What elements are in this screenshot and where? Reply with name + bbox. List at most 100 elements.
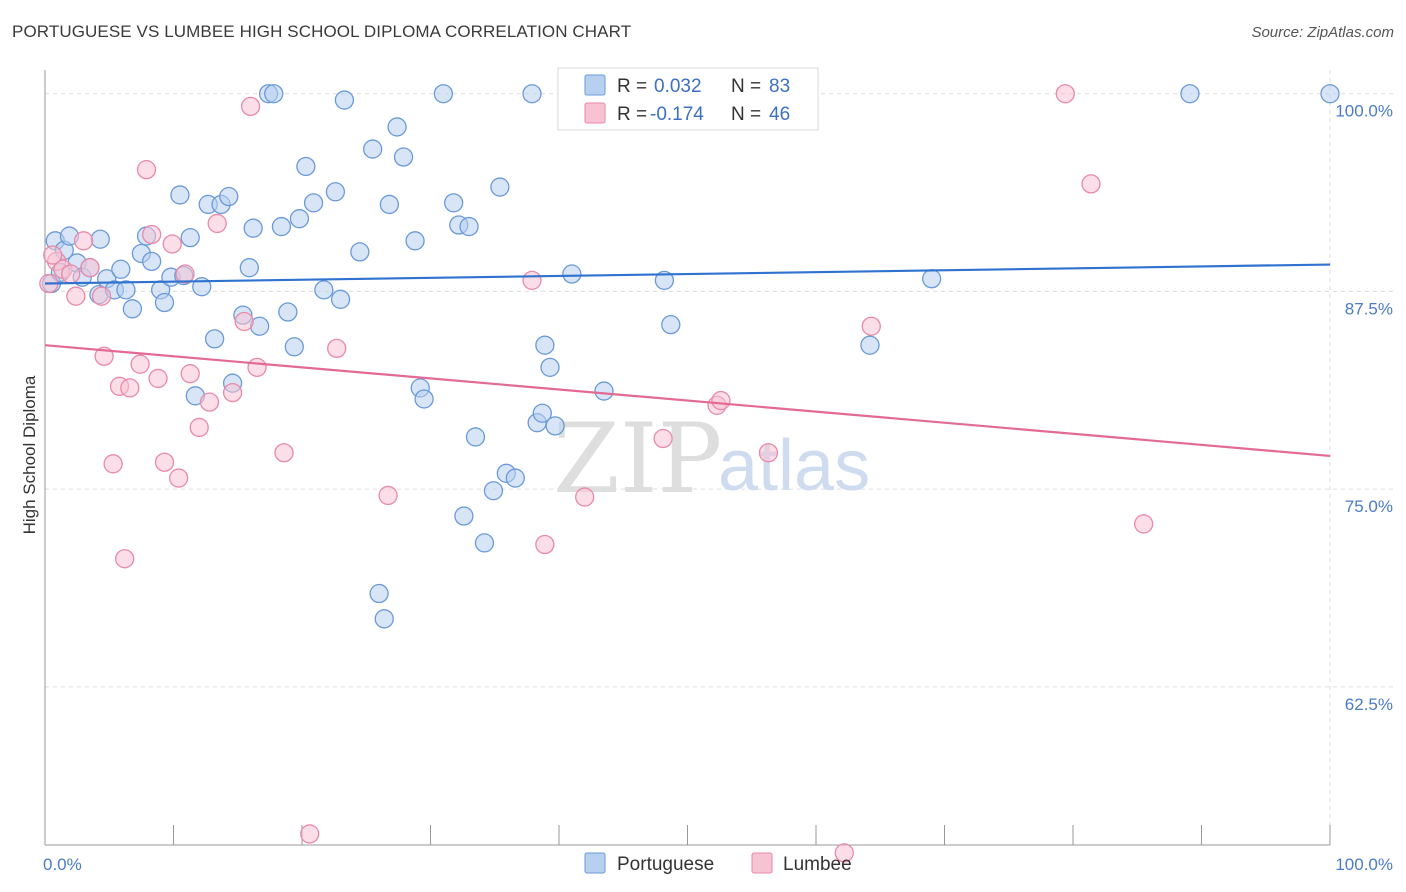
legend-n-label-portuguese: N =	[731, 76, 761, 97]
lumbee-point-18	[162, 234, 182, 254]
lumbee-point-5	[73, 231, 94, 251]
y-tick-label-3: 62.5%	[1345, 695, 1393, 714]
lumbee-point-38	[711, 390, 731, 411]
portuguese-point-69	[535, 335, 555, 355]
portuguese-point-63	[490, 177, 510, 197]
x-tick-label-1: 100.0%	[1335, 855, 1393, 874]
y-axis-label: High School Diploma	[20, 375, 39, 534]
lumbee-point-36	[653, 428, 673, 449]
portuguese-point-41	[314, 280, 334, 300]
lumbee-point-24	[207, 213, 227, 234]
lumbee-point-13	[130, 354, 150, 374]
lumbee-point-34	[535, 534, 555, 555]
lumbee-point-35	[575, 487, 595, 507]
lumbee-point-7	[91, 286, 112, 306]
portuguese-point-15	[142, 251, 162, 272]
portuguese-point-38	[289, 209, 310, 229]
portuguese-point-77	[860, 335, 880, 355]
portuguese-point-78	[922, 269, 942, 289]
legend-r-value-portuguese: 0.032	[654, 76, 702, 97]
lumbee-point-32	[378, 485, 398, 506]
portuguese-point-31	[243, 218, 263, 238]
lumbee-point-23	[199, 392, 220, 412]
portuguese-point-45	[350, 242, 370, 262]
lumbee-point-33	[522, 270, 542, 291]
x-tick-label-0: 0.0%	[43, 855, 82, 874]
portuguese-point-76	[661, 314, 681, 335]
lumbee-point-22	[189, 417, 209, 438]
lumbee-point-45	[43, 245, 63, 265]
portuguese-point-19	[170, 185, 190, 205]
portuguese-point-79	[1180, 84, 1200, 104]
bottom-legend-label-lumbee: Lumbee	[783, 854, 852, 875]
lumbee-point-12	[120, 378, 140, 398]
lumbee-point-21	[180, 364, 200, 384]
legend-r-label-lumbee: R =	[617, 104, 647, 125]
portuguese-point-75	[654, 270, 675, 291]
portuguese-point-47	[369, 583, 389, 604]
trend-lines	[44, 263, 1331, 458]
legend-r-value-lumbee: -0.174	[650, 104, 704, 125]
lumbee-point-44	[1134, 514, 1154, 534]
y-tick-label-2: 75.0%	[1345, 497, 1393, 516]
lumbee-point-4	[66, 286, 86, 306]
lumbee-point-6	[80, 258, 100, 278]
portuguese-point-70	[540, 357, 560, 377]
series-legend: Portuguese Lumbee	[584, 852, 852, 875]
lumbee-point-11	[115, 549, 135, 569]
series-portuguese	[41, 84, 1340, 629]
portuguese-point-58	[454, 506, 474, 526]
legend-swatch-portuguese	[584, 74, 606, 96]
portuguese-point-42	[325, 182, 346, 202]
lumbee-point-43	[1081, 174, 1101, 194]
portuguese-point-44	[334, 90, 355, 110]
portuguese-point-61	[474, 533, 495, 553]
legend-n-label-lumbee: N =	[731, 104, 761, 125]
portuguese-point-59	[459, 216, 479, 237]
lumbee-trend-line	[44, 344, 1331, 458]
portuguese-point-46	[363, 139, 383, 159]
bottom-legend-swatch-lumbee	[751, 852, 773, 874]
portuguese-point-56	[443, 193, 464, 213]
portuguese-point-52	[405, 231, 425, 251]
portuguese-point-27	[219, 186, 239, 207]
portuguese-point-7	[90, 229, 110, 249]
y-tick-label-0: 100.0%	[1335, 102, 1393, 121]
lumbee-point-29	[274, 443, 294, 463]
source-credit: Source: ZipAtlas.com	[1251, 24, 1394, 41]
chart-title: PORTUGUESE VS LUMBEE HIGH SCHOOL DIPLOMA…	[12, 22, 632, 41]
legend-swatch-lumbee	[584, 102, 606, 124]
legend-n-value-portuguese: 83	[769, 76, 790, 97]
portuguese-point-25	[204, 329, 225, 349]
portuguese-point-49	[379, 194, 400, 215]
portuguese-point-71	[545, 416, 565, 436]
tick-labels: 100.0% 87.5% 75.0% 62.5% 0.0% 100.0%	[43, 102, 1393, 874]
legend-r-label-portuguese: R =	[617, 76, 647, 97]
lumbee-point-3	[61, 264, 81, 284]
bottom-legend-label-portuguese: Portuguese	[617, 854, 714, 875]
portuguese-point-80	[1320, 84, 1340, 104]
portuguese-point-30	[239, 258, 259, 278]
portuguese-trend-line	[44, 263, 1331, 285]
portuguese-point-43	[330, 289, 351, 309]
portuguese-point-10	[111, 259, 131, 279]
portuguese-point-40	[303, 193, 324, 213]
lumbee-point-14	[136, 159, 157, 180]
portuguese-point-54	[414, 389, 434, 409]
y-axis-label-group: High School Diploma	[20, 375, 39, 534]
lumbee-point-30	[300, 824, 320, 844]
portuguese-point-37	[284, 337, 304, 357]
portuguese-point-65	[505, 468, 525, 488]
portuguese-point-21	[180, 228, 200, 248]
correlation-legend: R = 0.032 N = 83 R = -0.174 N = 46	[557, 67, 819, 131]
legend-n-value-lumbee: 46	[769, 104, 790, 125]
portuguese-point-66	[522, 84, 542, 104]
portuguese-point-68	[532, 403, 552, 423]
lumbee-point-40	[834, 843, 854, 863]
lumbee-point-27	[240, 96, 261, 117]
lumbee-point-16	[148, 368, 168, 389]
portuguese-point-51	[393, 147, 414, 167]
portuguese-point-72	[562, 264, 582, 284]
lumbee-point-17	[154, 452, 175, 472]
portuguese-point-60	[465, 427, 486, 447]
